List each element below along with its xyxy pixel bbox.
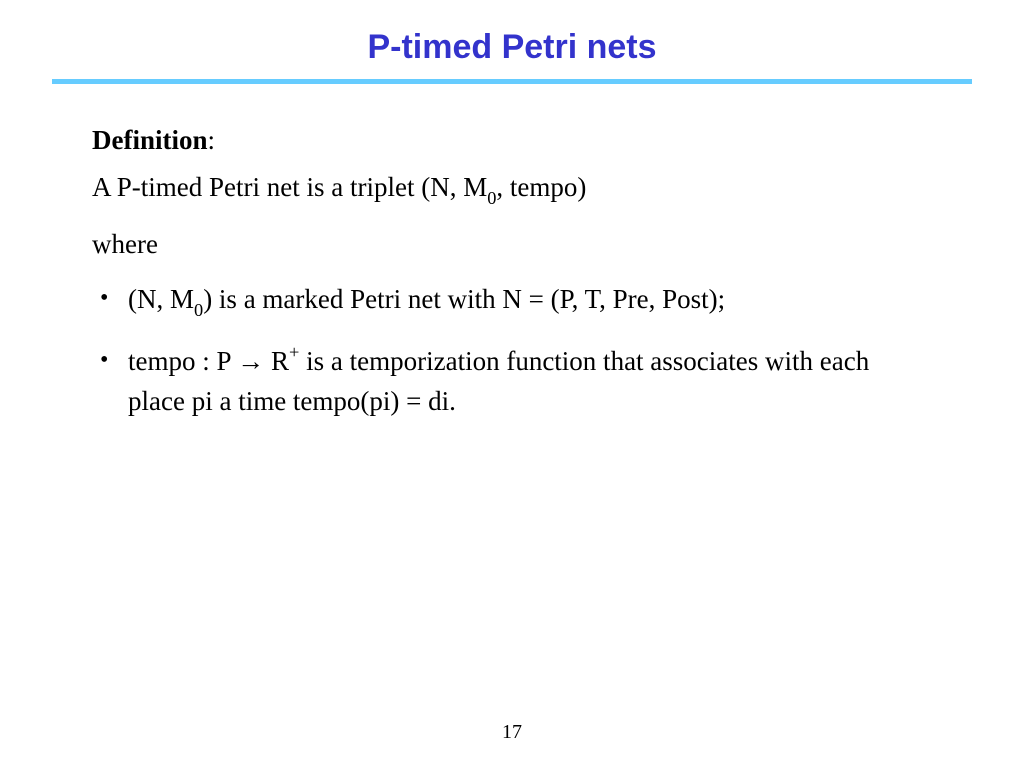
definition-text-post: , tempo) <box>496 172 586 202</box>
definition-heading: Definition: <box>92 120 932 161</box>
bullet1-sub: 0 <box>194 300 203 320</box>
definition-label: Definition <box>92 125 208 155</box>
bullet-item: (N, M0) is a marked Petri net with N = (… <box>92 279 932 323</box>
bullet2-arrow: → <box>237 346 264 376</box>
slide-content: Definition: A P-timed Petri net is a tri… <box>52 120 972 422</box>
bullet2-pre: tempo : P <box>128 346 237 376</box>
definition-text-pre: A P-timed Petri net is a triplet (N, M <box>92 172 487 202</box>
bullet1-post: ) is a marked Petri net with N = (P, T, … <box>203 284 725 314</box>
slide-container: P-timed Petri nets Definition: A P-timed… <box>0 0 1024 768</box>
where-label: where <box>92 224 932 265</box>
bullet-list: (N, M0) is a marked Petri net with N = (… <box>92 279 932 422</box>
page-number: 17 <box>0 721 1024 744</box>
definition-colon: : <box>208 125 216 155</box>
bullet1-pre: (N, M <box>128 284 194 314</box>
title-divider <box>52 79 972 84</box>
definition-subscript: 0 <box>487 188 496 208</box>
slide-title: P-timed Petri nets <box>52 28 972 67</box>
bullet2-sup: + <box>289 342 299 362</box>
bullet2-mid: R <box>264 346 289 376</box>
definition-text: A P-timed Petri net is a triplet (N, M0,… <box>92 167 932 211</box>
bullet-item: tempo : P → R+ is a temporization functi… <box>92 341 932 422</box>
